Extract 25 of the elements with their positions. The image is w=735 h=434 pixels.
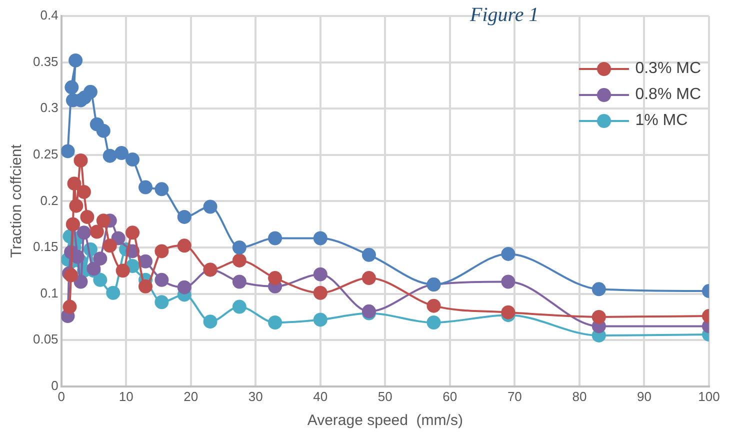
y-tick-label: 0 [51, 378, 58, 393]
x-tick-label: 40 [313, 388, 328, 404]
x-tick-label: 30 [248, 388, 263, 404]
y-tick-label: 0.2 [40, 192, 58, 208]
y-tick-label: 0.1 [40, 285, 58, 300]
y-tick-label: 0.25 [32, 146, 58, 162]
y-tick-label: 0.05 [32, 332, 58, 347]
x-tick-label: 60 [442, 388, 458, 404]
x-tick-label: 90 [636, 388, 652, 404]
x-tick-label: 10 [118, 388, 134, 404]
x-tick-label: 80 [572, 388, 587, 404]
legend-label: 0.8% MC [635, 86, 701, 104]
x-tick-label: 100 [698, 388, 720, 404]
chart-title: Figure 1 [470, 4, 539, 27]
y-tick-label: 0.35 [32, 54, 58, 69]
legend-label: 1% MC [635, 112, 688, 130]
y-tick-label: 0.4 [40, 8, 58, 23]
y-tick-label: 0.15 [32, 239, 58, 254]
y-tick-label: 0.3 [40, 100, 58, 116]
x-tick-label: 20 [184, 388, 198, 404]
x-tick-label: 70 [507, 388, 522, 404]
y-axis-title: Traction coffcient [8, 144, 26, 258]
x-axis-title: Average speed (mm/s) [307, 412, 463, 430]
legend-label: 0.3% MC [635, 60, 701, 78]
x-tick-label: 50 [378, 388, 392, 404]
